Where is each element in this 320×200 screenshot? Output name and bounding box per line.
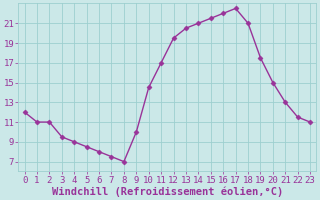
X-axis label: Windchill (Refroidissement éolien,°C): Windchill (Refroidissement éolien,°C) — [52, 186, 283, 197]
